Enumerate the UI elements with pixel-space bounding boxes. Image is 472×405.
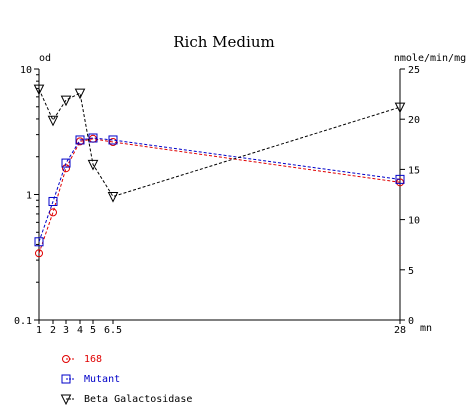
- right-tick-label: 10: [408, 216, 420, 227]
- legend-marker: [61, 374, 71, 384]
- x-tick-label: 28: [394, 325, 406, 336]
- data-point: [48, 196, 58, 206]
- x-tick-label: 6.5: [104, 325, 122, 336]
- left-tick-label: 0.1: [14, 316, 32, 327]
- legend-label: Beta Galactosidase: [84, 394, 192, 405]
- data-point: [88, 133, 98, 143]
- series-line: [38, 88, 401, 198]
- x-tick-label: 2: [50, 325, 56, 336]
- data-point: [34, 237, 44, 247]
- data-point: [33, 84, 45, 96]
- right-tick-label: 20: [408, 115, 420, 126]
- series-line: [38, 138, 401, 254]
- legend-marker: [60, 394, 72, 405]
- data-point: [75, 135, 85, 145]
- x-tick-label: 1: [36, 325, 42, 336]
- x-axis-unit-label: mn: [420, 323, 432, 334]
- data-point: [394, 102, 406, 114]
- data-point: [49, 208, 57, 217]
- x-tick-label: 4: [77, 325, 83, 336]
- data-point: [61, 158, 71, 168]
- data-point: [35, 249, 43, 258]
- data-point: [395, 174, 405, 184]
- x-tick-label: 5: [90, 325, 96, 336]
- right-axis-label: nmole/min/mg: [394, 53, 466, 64]
- chart-series: [33, 84, 406, 258]
- data-point: [47, 115, 59, 127]
- data-point: [108, 135, 118, 145]
- legend-marker: [62, 355, 70, 363]
- right-tick-label: 25: [408, 65, 420, 76]
- x-tick-label: 3: [63, 325, 69, 336]
- data-point: [62, 164, 70, 173]
- data-point: [107, 192, 119, 203]
- data-point: [74, 88, 86, 100]
- right-tick-label: 0: [408, 316, 414, 327]
- left-tick-label: 10: [20, 65, 32, 76]
- left-axis-label: od: [39, 53, 51, 64]
- legend-label: Mutant: [84, 374, 120, 385]
- left-tick-label: 1: [26, 191, 32, 202]
- chart-title: Rich Medium: [173, 33, 274, 51]
- chart-legend: 168 Mutant Beta Galactosidase: [60, 354, 192, 405]
- series-line: [38, 137, 401, 242]
- right-tick-label: 5: [408, 266, 414, 277]
- legend-label: 168: [84, 354, 102, 365]
- data-point: [87, 159, 99, 171]
- data-point: [60, 95, 72, 107]
- right-tick-label: 15: [408, 165, 420, 176]
